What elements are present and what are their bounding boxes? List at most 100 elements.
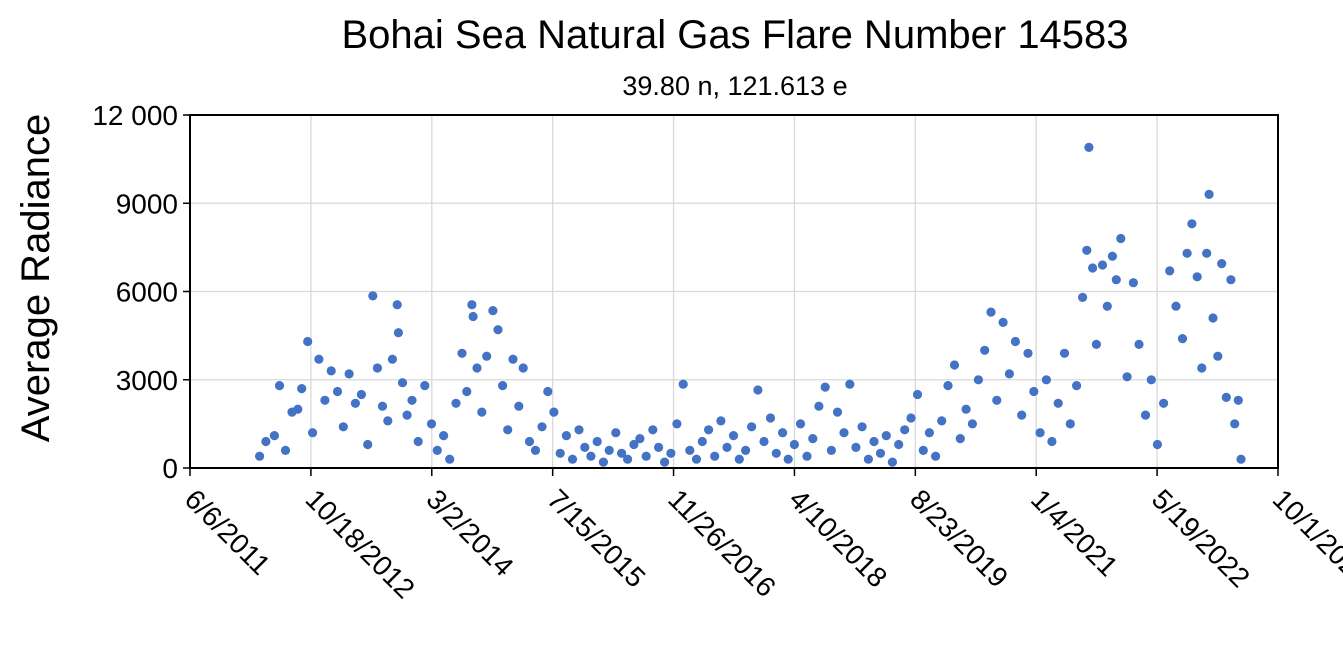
data-point bbox=[704, 425, 714, 435]
data-point bbox=[383, 416, 393, 426]
data-point bbox=[641, 451, 651, 461]
data-point bbox=[407, 395, 417, 405]
data-point bbox=[1233, 395, 1243, 405]
data-point bbox=[1134, 339, 1144, 349]
data-point bbox=[789, 439, 800, 450]
data-point bbox=[1202, 248, 1212, 258]
data-point bbox=[710, 451, 720, 461]
y-axis-ticks: 0 3000 6000 9000 12 000 bbox=[92, 100, 190, 484]
data-point bbox=[604, 445, 614, 455]
data-point bbox=[924, 428, 935, 438]
data-point bbox=[592, 436, 602, 447]
data-point bbox=[1146, 375, 1156, 385]
data-point bbox=[685, 445, 695, 455]
data-point bbox=[1023, 348, 1033, 358]
x-tick-label: 3/2/2014 bbox=[421, 483, 520, 582]
data-point bbox=[1102, 301, 1112, 311]
data-point bbox=[741, 445, 751, 455]
data-point bbox=[1230, 419, 1240, 429]
data-point bbox=[795, 419, 806, 429]
data-point bbox=[1128, 278, 1138, 288]
data-point bbox=[912, 389, 923, 400]
y-tick-label: 3000 bbox=[116, 365, 178, 396]
data-point bbox=[1091, 339, 1101, 349]
x-tick-label: 1/4/2021 bbox=[1025, 483, 1124, 582]
data-point bbox=[826, 445, 837, 455]
data-point bbox=[931, 451, 941, 461]
data-point bbox=[900, 425, 910, 435]
data-point bbox=[413, 436, 423, 447]
data-point bbox=[857, 422, 867, 432]
data-point bbox=[314, 354, 324, 364]
data-point bbox=[332, 386, 343, 397]
data-point bbox=[468, 311, 478, 322]
data-point bbox=[1236, 454, 1246, 464]
data-point bbox=[467, 300, 477, 310]
data-point bbox=[1107, 251, 1117, 261]
data-point bbox=[1111, 275, 1121, 285]
data-point bbox=[881, 431, 891, 441]
data-point bbox=[261, 436, 271, 447]
data-point bbox=[498, 381, 508, 391]
data-point bbox=[998, 317, 1008, 327]
data-point bbox=[747, 422, 757, 432]
y-tick-label: 6000 bbox=[116, 277, 178, 308]
data-point bbox=[771, 448, 781, 458]
data-point bbox=[574, 425, 584, 435]
data-point bbox=[1204, 189, 1214, 199]
data-point bbox=[1152, 439, 1162, 450]
data-point bbox=[1053, 398, 1063, 408]
data-point bbox=[1059, 348, 1070, 358]
data-point bbox=[1017, 410, 1027, 420]
data-point bbox=[1140, 410, 1151, 420]
data-point bbox=[869, 436, 879, 447]
data-point bbox=[567, 454, 578, 464]
data-point bbox=[387, 354, 397, 364]
data-point bbox=[344, 369, 354, 379]
data-point bbox=[1165, 266, 1175, 276]
data-point bbox=[402, 410, 412, 420]
data-point bbox=[320, 395, 330, 405]
data-point bbox=[508, 354, 518, 364]
chart-title: Bohai Sea Natural Gas Flare Number 14583 bbox=[341, 13, 1128, 57]
data-point bbox=[426, 419, 437, 429]
data-point bbox=[255, 451, 265, 461]
data-point bbox=[1182, 248, 1192, 258]
x-tick-label: 8/23/2019 bbox=[904, 483, 1014, 593]
data-point bbox=[1221, 392, 1231, 402]
data-point bbox=[439, 431, 449, 441]
data-point bbox=[274, 381, 285, 391]
data-point bbox=[660, 457, 670, 467]
data-point bbox=[280, 445, 291, 455]
data-points bbox=[255, 142, 1246, 467]
data-point bbox=[1122, 372, 1132, 382]
data-point bbox=[1041, 375, 1051, 385]
data-point bbox=[1084, 142, 1094, 152]
data-point bbox=[377, 401, 388, 411]
data-point bbox=[666, 448, 676, 458]
data-point bbox=[820, 382, 830, 392]
data-point bbox=[808, 434, 818, 444]
data-point bbox=[629, 439, 639, 450]
data-point bbox=[1208, 313, 1218, 323]
data-point bbox=[887, 457, 898, 467]
data-point bbox=[1097, 260, 1108, 270]
data-point bbox=[678, 379, 688, 389]
data-point bbox=[561, 431, 572, 441]
data-point bbox=[293, 404, 303, 414]
data-point bbox=[482, 351, 492, 361]
y-tick-label: 0 bbox=[162, 453, 178, 484]
data-point bbox=[1035, 428, 1045, 438]
data-point bbox=[728, 431, 739, 441]
y-tick-label: 9000 bbox=[116, 188, 178, 219]
data-point bbox=[451, 398, 461, 408]
data-point bbox=[722, 442, 732, 452]
data-point bbox=[1065, 419, 1075, 429]
x-tick-label: 11/26/2016 bbox=[662, 483, 782, 603]
data-point bbox=[420, 381, 430, 391]
y-axis-label: Average Radiance bbox=[14, 114, 58, 442]
data-point bbox=[514, 401, 524, 411]
data-point bbox=[1088, 263, 1098, 273]
data-point bbox=[1192, 272, 1202, 282]
